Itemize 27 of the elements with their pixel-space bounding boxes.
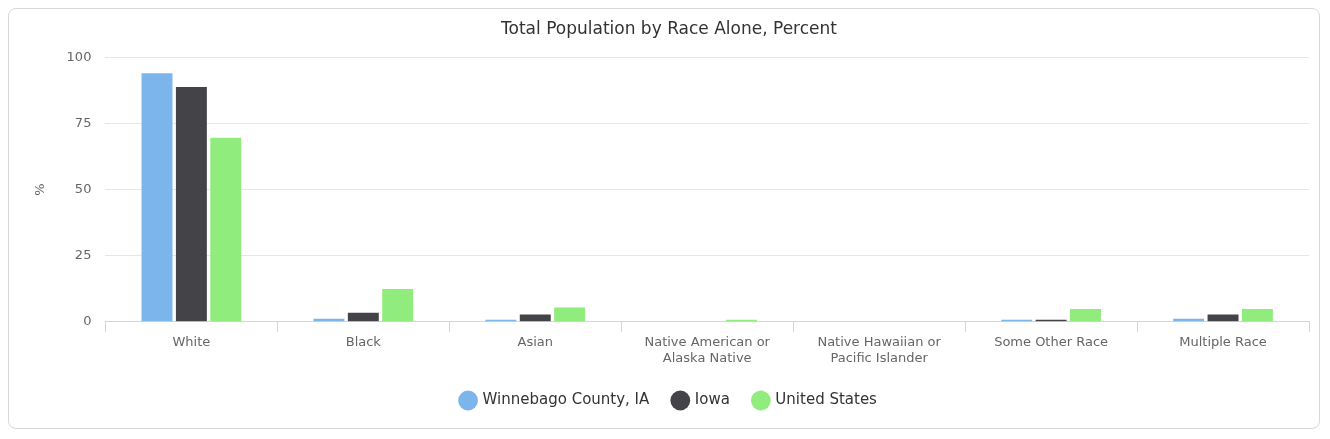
x-tick-label: Asian [517, 333, 554, 349]
legend-label: United States [775, 390, 878, 409]
y-tick-label: 0 [83, 313, 92, 329]
bar [1070, 309, 1101, 322]
y-axis-title: % [32, 183, 48, 196]
bar [175, 87, 207, 322]
bar [210, 137, 242, 322]
bar [347, 312, 379, 322]
bar [382, 289, 414, 322]
y-tick-label: 100 [66, 48, 92, 64]
bar [554, 307, 586, 322]
x-tick-label: White [172, 333, 211, 349]
legend-label: Winnebago County, IA [482, 390, 651, 409]
bar [1207, 314, 1239, 322]
x-tick-label: Native Hawaiian or Pacific Islander [817, 333, 942, 365]
bar [1241, 309, 1273, 322]
x-tick-label: Native American or Alaska Native [644, 333, 771, 365]
y-tick-label: 75 [74, 114, 92, 130]
y-tick-label: 50 [74, 180, 92, 196]
x-tick-label: Some Other Race [994, 333, 1109, 349]
bar [519, 314, 551, 322]
x-tick-label: Multiple Race [1179, 333, 1267, 349]
chart-title: Total Population by Race Alone, Percent [500, 17, 838, 38]
legend-label: Iowa [694, 390, 730, 409]
bar [141, 73, 173, 322]
x-tick-label: Black [345, 333, 382, 349]
y-tick-label: 25 [74, 247, 92, 263]
